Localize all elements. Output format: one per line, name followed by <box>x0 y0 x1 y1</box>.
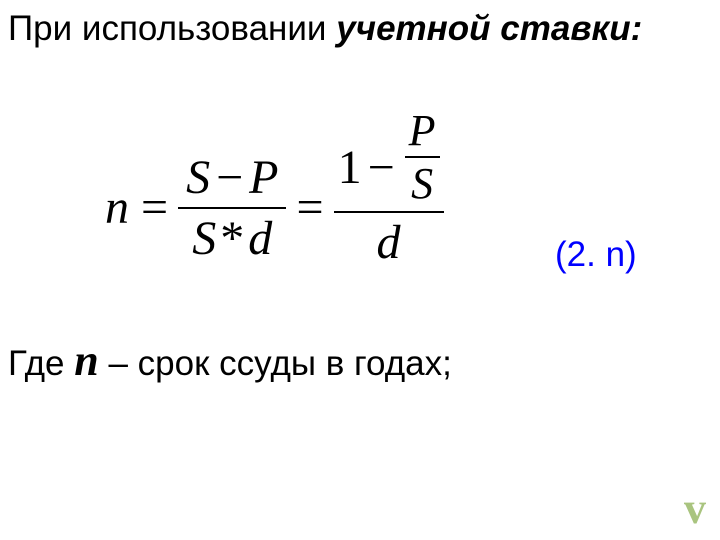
frac2-inner-S: S <box>407 158 437 209</box>
fraction-2-numerator: 1 − P S <box>334 105 444 211</box>
fraction-1-denominator: S*d <box>184 209 280 266</box>
heading-part1: При использовании <box>8 9 336 48</box>
slide-heading: При использовании учетной ставки: <box>8 8 642 50</box>
formula-equals-2: = <box>296 180 323 235</box>
formula-lhs: n <box>105 180 129 235</box>
formula: n = S−P S*d = 1 − P S d <box>105 105 444 270</box>
frac1-den-d: d <box>248 212 272 265</box>
nav-next-icon[interactable]: v <box>684 483 706 534</box>
frac1-den-S: S <box>192 212 216 265</box>
fraction-2-inner: P S <box>405 105 440 209</box>
where-prefix: Где <box>8 344 74 383</box>
equation-row: n = S−P S*d = 1 − P S d <box>105 105 444 270</box>
fraction-1: S−P S*d <box>178 150 286 266</box>
where-variable: n <box>74 336 98 385</box>
frac1-num-S: S <box>186 151 210 204</box>
equation-reference: (2. n) <box>555 235 637 275</box>
frac2-one: 1 <box>338 140 362 195</box>
where-line: Где n – срок ссуды в годах; <box>8 335 452 386</box>
frac1-num-P: P <box>249 151 278 204</box>
formula-equals-1: = <box>141 180 168 235</box>
frac1-den-star: * <box>220 212 244 265</box>
frac2-inner-P: P <box>405 105 440 156</box>
fraction-2: 1 − P S d <box>334 105 444 270</box>
heading-part2: учетной ставки: <box>336 9 642 48</box>
where-suffix: – срок ссуды в годах; <box>99 344 452 383</box>
fraction-1-numerator: S−P <box>178 150 286 207</box>
frac2-minus: − <box>368 140 395 195</box>
fraction-2-denominator: d <box>369 213 409 270</box>
frac1-num-minus: − <box>216 151 243 204</box>
